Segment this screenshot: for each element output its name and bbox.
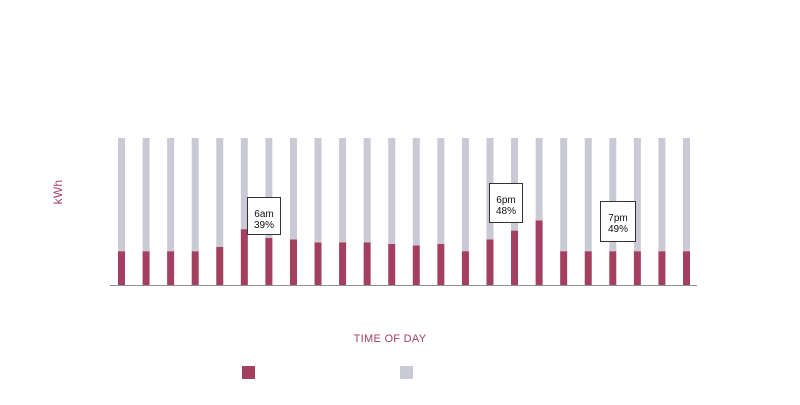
bar-series-1-20 (609, 251, 617, 285)
bar-series-2-0 (118, 138, 125, 252)
bar-series-1-13 (437, 243, 445, 285)
bar-series-2-7 (289, 138, 297, 240)
bar-series-2-23 (683, 138, 690, 252)
bar-series-1-18 (560, 251, 568, 285)
bar-series-1-0 (118, 251, 125, 285)
bar-series-1-19 (584, 251, 592, 285)
bar-series-1-16 (511, 230, 519, 285)
bar-series-2-17 (535, 138, 543, 221)
callout-7pm: 7pm 49% (600, 201, 636, 242)
bar-series-1-15 (486, 239, 494, 285)
bar-series-2-11 (388, 138, 396, 244)
callout-7pm-value: 49% (607, 224, 628, 235)
bar-series-1-11 (388, 243, 396, 285)
callout-6am: 6am 39% (247, 197, 281, 235)
bar-series-2-1 (142, 138, 150, 252)
bar-series-2-10 (363, 138, 371, 243)
bar-series-1-1 (142, 251, 150, 285)
callout-6pm-time: 6pm (496, 195, 516, 206)
bar-series-1-12 (412, 245, 420, 285)
bar-series-2-12 (412, 138, 420, 246)
legend-swatch-series-1 (242, 366, 255, 379)
x-axis-label: TIME OF DAY (353, 333, 427, 345)
bar-series-2-5 (240, 138, 248, 230)
bar-series-2-4 (216, 138, 224, 247)
bar-series-1-10 (363, 242, 371, 285)
bar-series-2-18 (560, 138, 568, 252)
bar-series-2-14 (461, 138, 469, 252)
callout-6am-value: 39% (253, 220, 274, 231)
bar-series-2-19 (584, 138, 592, 252)
bar-series-2-13 (437, 138, 445, 244)
bar-series-2-8 (314, 138, 322, 243)
bar-series-1-7 (289, 239, 297, 285)
callout-6am-time: 6am (254, 209, 274, 220)
bar-series-1-5 (240, 229, 248, 285)
bar-series-1-6 (265, 237, 273, 285)
bar-series-1-3 (191, 251, 199, 285)
callout-7pm-time: 7pm (608, 213, 628, 224)
bar-series-1-2 (167, 251, 175, 285)
callout-6pm-value: 48% (495, 206, 516, 217)
bar-series-2-9 (339, 138, 347, 243)
bar-series-2-3 (191, 138, 199, 252)
legend-swatch-series-2 (400, 366, 413, 379)
bar-series-1-17 (535, 220, 543, 285)
bar-series-1-21 (633, 251, 641, 285)
bar-series-1-22 (658, 251, 666, 285)
bar-series-2-6 (265, 138, 273, 238)
bar-series-1-9 (339, 242, 347, 285)
callout-6pm: 6pm 48% (489, 183, 523, 223)
bar-series-1-4 (216, 246, 224, 285)
bar-series-2-22 (658, 138, 666, 252)
bar-series-1-23 (683, 251, 690, 285)
bar-series-2-20 (609, 138, 617, 252)
y-axis-label: kWh (51, 179, 65, 205)
bar-series-2-21 (633, 138, 641, 252)
bar-series-2-2 (167, 138, 175, 252)
bar-series-1-14 (461, 251, 469, 285)
bar-series-1-8 (314, 242, 322, 285)
